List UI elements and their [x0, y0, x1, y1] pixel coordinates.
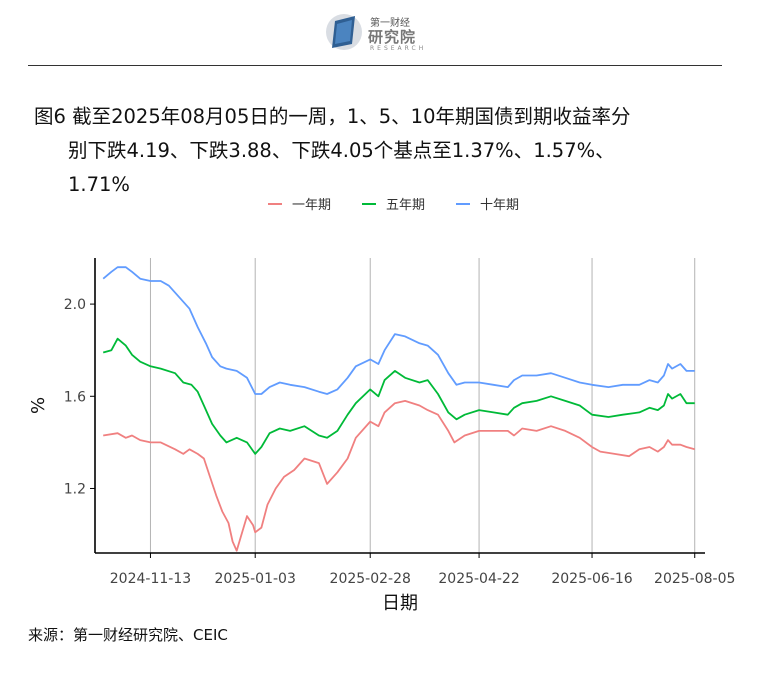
- title-line-1: 图6 截至2025年08月05日的一周，1、5、10年期国债到期收益率分: [34, 105, 631, 128]
- x-axis-title: 日期: [382, 593, 418, 614]
- y-tick-label-1: 1.6: [64, 389, 86, 405]
- logo-main-text: 研究院: [368, 28, 417, 46]
- logo-english-text: RESEARCH: [370, 45, 427, 52]
- y-tick-label-2: 2.0: [64, 297, 86, 313]
- x-tick-label-3: 2025-04-22: [438, 571, 519, 587]
- title-line-3: 1.71%: [68, 173, 130, 196]
- y-axis-title: %: [28, 397, 49, 414]
- series-line-0: [103, 400, 695, 552]
- legend-label-0: 一年期: [292, 198, 331, 213]
- x-tick-label-2: 2025-02-28: [330, 571, 411, 587]
- x-tick-label-4: 2025-06-16: [551, 571, 632, 587]
- source-note: 来源：第一财经研究院、CEIC: [28, 626, 228, 644]
- x-tick-label-5: 2025-08-05: [654, 571, 735, 587]
- x-tick-label-1: 2025-01-03: [215, 571, 296, 587]
- header-divider: [28, 65, 722, 66]
- title-line-2: 别下跌4.19、下跌3.88、下跌4.05个基点至1.37%、1.57%、: [68, 139, 615, 162]
- series-line-1: [102, 337, 695, 455]
- research-logo: [326, 14, 362, 50]
- logo-small-text: 第一财经: [370, 18, 410, 29]
- series-line-2: [102, 266, 695, 395]
- x-tick-label-0: 2024-11-13: [110, 571, 191, 587]
- legend-label-2: 十年期: [480, 198, 519, 213]
- y-tick-label-0: 1.2: [64, 481, 86, 497]
- chart-title: 图6 截至2025年08月05日的一周，1、5、10年期国债到期收益率分 别下跌…: [34, 100, 734, 202]
- legend-label-1: 五年期: [386, 198, 425, 213]
